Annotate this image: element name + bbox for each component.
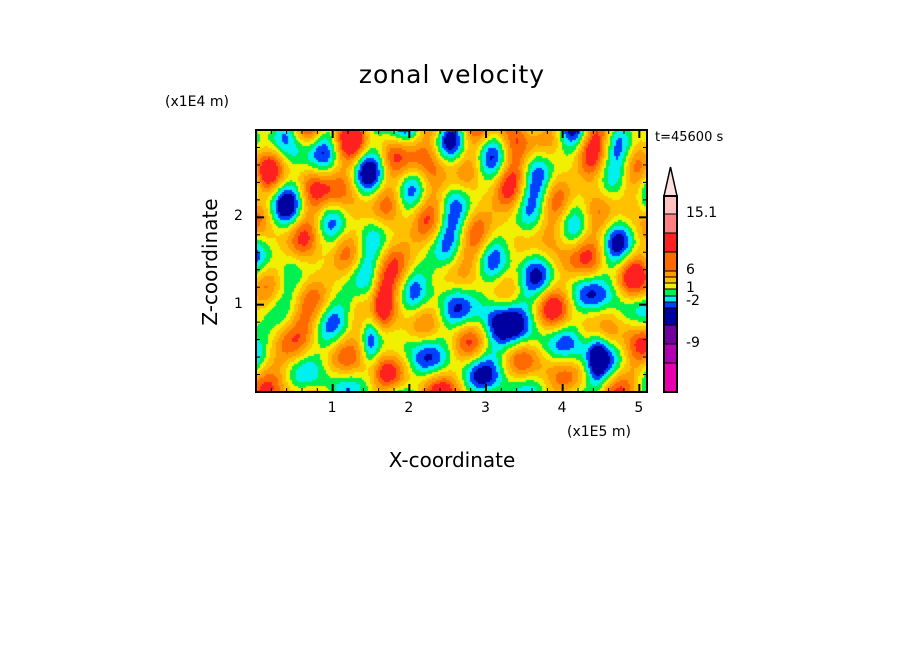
x-tick-label: 2	[404, 400, 414, 416]
chart-title: zonal velocity	[358, 60, 546, 89]
colorbar-segment	[663, 276, 678, 284]
colorbar-segment	[663, 307, 678, 326]
colorbar-label: 1	[686, 280, 695, 296]
colorbar-segment	[663, 195, 678, 215]
contour-field	[256, 130, 647, 392]
colorbar-segment	[663, 288, 678, 297]
colorbar-segment	[663, 295, 678, 303]
colorbar-segment	[663, 301, 678, 309]
colorbar-label: 15.1	[686, 205, 718, 221]
colorbar-segment	[663, 324, 678, 345]
colorbar-segment	[663, 251, 678, 272]
x-axis-unit: (x1E5 m)	[567, 424, 631, 440]
colorbar-segment	[663, 270, 678, 278]
colorbar-label: -9	[686, 335, 700, 351]
x-tick-label: 3	[481, 400, 490, 416]
colorbar-segment	[663, 343, 678, 364]
plot-frame	[255, 129, 648, 393]
y-tick-label: 2	[234, 208, 243, 225]
colorbar-segment	[663, 282, 678, 290]
colorbar-segment	[663, 362, 678, 393]
x-tick-label: 4	[557, 400, 567, 416]
colorbar-segment	[663, 232, 678, 253]
y-tick-label: 1	[234, 295, 243, 312]
colorbar-label: 6	[686, 262, 695, 278]
colorbar-label: -2	[686, 293, 700, 309]
colorbar-arrow	[663, 166, 678, 197]
colorbar-frame	[663, 195, 678, 393]
time-label: t=45600 s	[655, 130, 724, 145]
colorbar-segment	[663, 213, 678, 234]
x-axis-label: X-coordinate	[388, 448, 516, 472]
x-tick-label: 5	[634, 400, 644, 416]
y-axis-unit: (x1E4 m)	[165, 94, 229, 110]
x-tick-label: 1	[327, 400, 337, 416]
